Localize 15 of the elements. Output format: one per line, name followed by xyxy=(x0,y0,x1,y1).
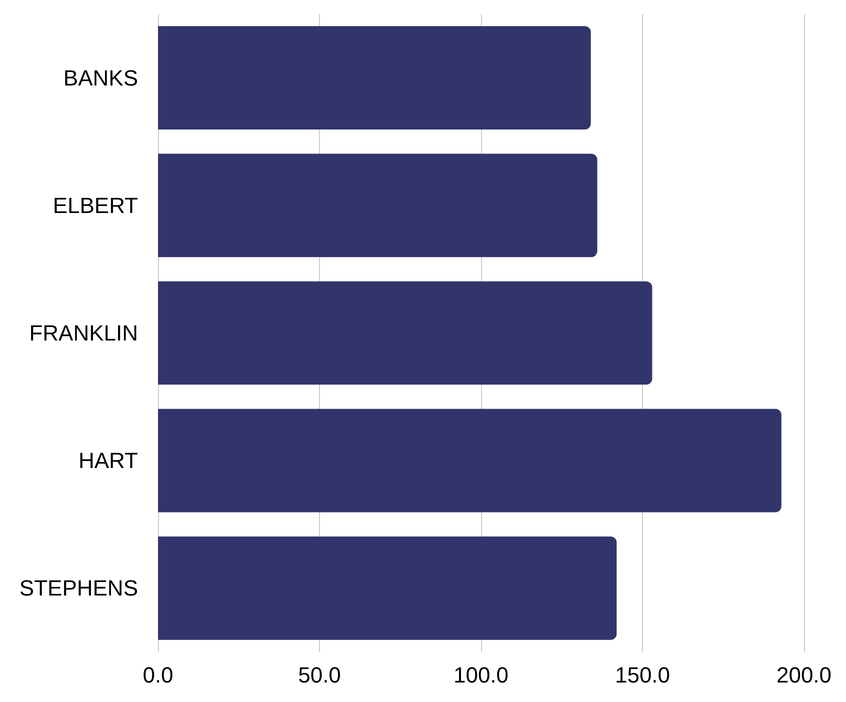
bar xyxy=(158,536,617,640)
y-tick-label: BANKS xyxy=(63,65,138,90)
bar xyxy=(158,26,591,130)
x-tick-label: 0.0 xyxy=(142,662,174,688)
x-tick-label: 150.0 xyxy=(614,662,670,688)
bar xyxy=(158,154,598,258)
x-tick-label: 100.0 xyxy=(453,662,509,688)
bar xyxy=(158,281,652,385)
x-tick-label: 50.0 xyxy=(298,662,341,688)
y-tick-label: HART xyxy=(78,448,138,474)
y-tick-label: FRANKLIN xyxy=(29,320,138,346)
x-tick-label: 200.0 xyxy=(776,662,832,688)
bar xyxy=(158,408,782,512)
y-tick-label: STEPHENS xyxy=(19,576,138,601)
y-tick-label: ELBERT xyxy=(52,192,138,218)
